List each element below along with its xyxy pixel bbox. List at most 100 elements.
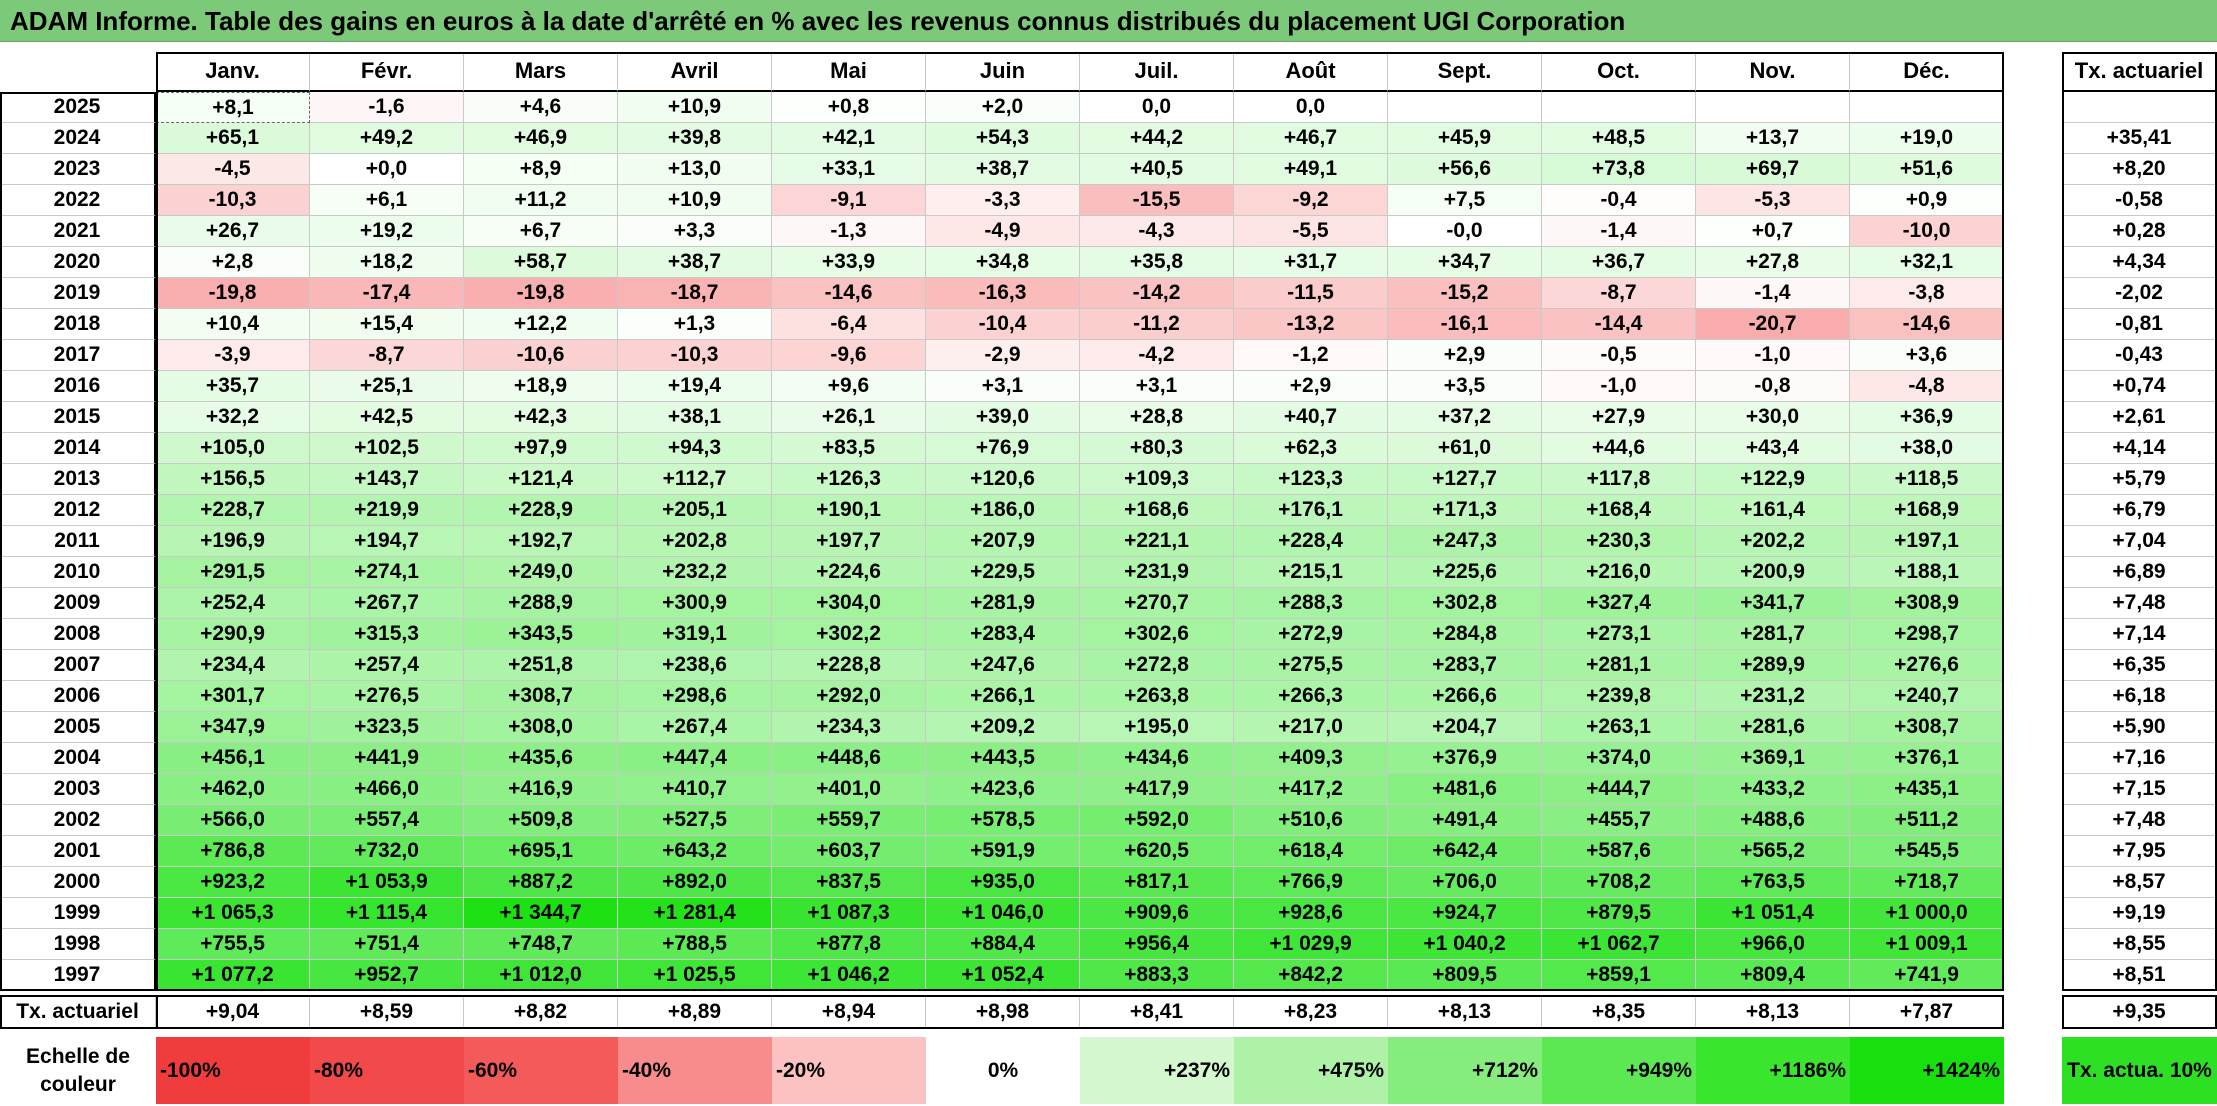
table-cell: -1,4 xyxy=(1542,216,1696,247)
table-cell: +27,8 xyxy=(1696,247,1850,278)
table-cell: +511,2 xyxy=(1850,805,2004,836)
table-cell: +122,9 xyxy=(1696,464,1850,495)
table-cell: +443,5 xyxy=(926,743,1080,774)
month-header: Oct. xyxy=(1542,52,1696,92)
table-cell: +40,5 xyxy=(1080,154,1234,185)
table-cell: +706,0 xyxy=(1388,867,1542,898)
table-cell: +281,1 xyxy=(1542,650,1696,681)
year-label: 2025 xyxy=(0,92,156,123)
table-cell: +11,2 xyxy=(464,185,618,216)
table-cell: +315,3 xyxy=(310,619,464,650)
table-cell: +892,0 xyxy=(618,867,772,898)
table-cell: -17,4 xyxy=(310,278,464,309)
table-cell: +12,2 xyxy=(464,309,618,340)
table-cell: +417,9 xyxy=(1080,774,1234,805)
table-cell: +2,0 xyxy=(926,92,1080,123)
color-scale-step: +1186% xyxy=(1696,1037,1850,1104)
table-cell: +441,9 xyxy=(310,743,464,774)
table-cell: -4,9 xyxy=(926,216,1080,247)
year-label: 2008 xyxy=(0,619,156,650)
table-cell: +25,1 xyxy=(310,371,464,402)
table-cell: +230,3 xyxy=(1542,526,1696,557)
table-cell: +19,4 xyxy=(618,371,772,402)
table-cell: +302,2 xyxy=(772,619,926,650)
table-cell: +33,9 xyxy=(772,247,926,278)
rate-cell: +4,34 xyxy=(2062,247,2217,278)
table-cell: +376,9 xyxy=(1388,743,1542,774)
table-cell: +48,5 xyxy=(1542,123,1696,154)
table-cell: +15,4 xyxy=(310,309,464,340)
table-cell: -1,0 xyxy=(1542,371,1696,402)
table-cell: +267,7 xyxy=(310,588,464,619)
table-cell: +80,3 xyxy=(1080,433,1234,464)
table-cell: +7,5 xyxy=(1388,185,1542,216)
year-label: 1999 xyxy=(0,898,156,929)
color-scale-step: -20% xyxy=(772,1037,926,1104)
table-cell: +38,0 xyxy=(1850,433,2004,464)
year-label: 2016 xyxy=(0,371,156,402)
table-cell: +718,7 xyxy=(1850,867,2004,898)
table-cell: +695,1 xyxy=(464,836,618,867)
table-cell: +786,8 xyxy=(156,836,310,867)
table-cell: +884,4 xyxy=(926,929,1080,960)
table-cell: +249,0 xyxy=(464,557,618,588)
table-cell: +0,8 xyxy=(772,92,926,123)
year-label: 2018 xyxy=(0,309,156,340)
table-cell: -1,4 xyxy=(1696,278,1850,309)
rate-cell: +8,55 xyxy=(2062,929,2217,960)
table-cell: +117,8 xyxy=(1542,464,1696,495)
rate-cell: +5,90 xyxy=(2062,712,2217,743)
table-cell: +34,7 xyxy=(1388,247,1542,278)
table-cell: +935,0 xyxy=(926,867,1080,898)
table-cell: +27,9 xyxy=(1542,402,1696,433)
table-cell: +56,6 xyxy=(1388,154,1542,185)
table-cell: +837,5 xyxy=(772,867,926,898)
table-cell: +751,4 xyxy=(310,929,464,960)
chart-title: ADAM Informe. Table des gains en euros à… xyxy=(10,6,1626,36)
table-cell: +708,2 xyxy=(1542,867,1696,898)
table-cell: -8,7 xyxy=(310,340,464,371)
table-cell: +488,6 xyxy=(1696,805,1850,836)
color-scale-step: 0% xyxy=(926,1037,1080,1104)
table-cell: +928,6 xyxy=(1234,898,1388,929)
table-cell: +288,3 xyxy=(1234,588,1388,619)
rate-cell: -0,58 xyxy=(2062,185,2217,216)
table-cell: +587,6 xyxy=(1542,836,1696,867)
table-cell: +205,1 xyxy=(618,495,772,526)
table-cell: +603,7 xyxy=(772,836,926,867)
table-cell: -9,6 xyxy=(772,340,926,371)
year-label: 2007 xyxy=(0,650,156,681)
rate-cell: +5,79 xyxy=(2062,464,2217,495)
table-cell: +409,3 xyxy=(1234,743,1388,774)
rate-cell: +6,18 xyxy=(2062,681,2217,712)
month-header: Févr. xyxy=(310,52,464,92)
rate-cell: +7,14 xyxy=(2062,619,2217,650)
table-cell: +3,1 xyxy=(1080,371,1234,402)
table-cell: +73,8 xyxy=(1542,154,1696,185)
table-cell: +35,8 xyxy=(1080,247,1234,278)
table-cell: +188,1 xyxy=(1850,557,2004,588)
table-cell: +202,8 xyxy=(618,526,772,557)
table-cell: +466,0 xyxy=(310,774,464,805)
table-cell: +42,1 xyxy=(772,123,926,154)
table-cell: +266,1 xyxy=(926,681,1080,712)
month-header: Juin xyxy=(926,52,1080,92)
table-cell: +491,4 xyxy=(1388,805,1542,836)
table-cell: +34,8 xyxy=(926,247,1080,278)
table-cell: +741,9 xyxy=(1850,960,2004,991)
table-cell: +216,0 xyxy=(1542,557,1696,588)
table-cell: +240,7 xyxy=(1850,681,2004,712)
rate-cell: +7,48 xyxy=(2062,805,2217,836)
table-cell: +1 051,4 xyxy=(1696,898,1850,929)
table-cell: +10,9 xyxy=(618,92,772,123)
table-cell: +234,4 xyxy=(156,650,310,681)
table-cell: +94,3 xyxy=(618,433,772,464)
table-cell: -19,8 xyxy=(156,278,310,309)
table-cell: +435,1 xyxy=(1850,774,2004,805)
year-label: 2012 xyxy=(0,495,156,526)
table-cell: +423,6 xyxy=(926,774,1080,805)
table-cell xyxy=(1696,92,1850,123)
table-cell: -0,0 xyxy=(1388,216,1542,247)
table-cell: +204,7 xyxy=(1388,712,1542,743)
table-cell: -11,2 xyxy=(1080,309,1234,340)
